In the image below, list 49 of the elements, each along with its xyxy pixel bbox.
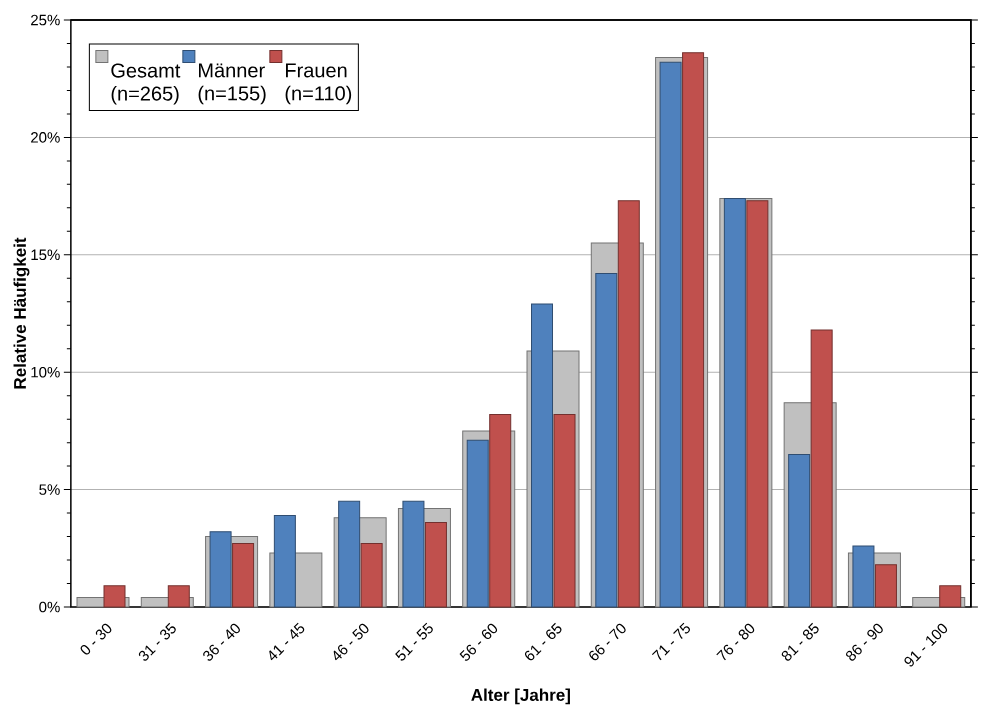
bar — [659, 61, 682, 608]
bar — [360, 543, 383, 608]
x-tick-label: 71 - 75 — [651, 622, 690, 661]
bar — [338, 500, 361, 608]
x-tick-label: 61 - 65 — [524, 622, 562, 661]
x-tick-label: 31 - 35 — [138, 622, 176, 661]
legend-label: Frauen (n=110) — [285, 63, 352, 105]
bar — [874, 564, 897, 608]
x-tick-label: 41 - 45 — [269, 622, 305, 661]
x-tick-label: 91 - 100 — [904, 623, 948, 667]
x-tick-label: 36 - 40 — [203, 623, 240, 661]
bar — [810, 329, 833, 608]
x-tick-label: 56 - 60 — [459, 623, 498, 661]
bar — [746, 200, 769, 608]
bar — [167, 585, 190, 608]
bar — [617, 200, 640, 608]
y-tick-label: 25% — [31, 14, 60, 26]
y-tick-label: 0% — [39, 601, 60, 613]
bar — [424, 521, 447, 608]
bar — [402, 500, 425, 608]
bar — [788, 453, 811, 608]
x-tick-label: 81 - 85 — [781, 622, 819, 661]
x-tick-label: 66 - 70 — [589, 623, 626, 661]
bar — [489, 413, 512, 608]
bar — [103, 585, 126, 608]
y-axis-title: Relative Häufigkeit — [13, 237, 30, 389]
bar — [939, 585, 962, 608]
bar — [852, 545, 875, 608]
bar — [232, 543, 255, 608]
y-tick-label: 5% — [39, 484, 60, 495]
legend-label: Männer (n=155) — [198, 63, 266, 105]
x-tick-label: 0 - 30 — [80, 623, 112, 655]
bar — [553, 413, 576, 608]
x-tick-label: 51 - 55 — [395, 622, 433, 661]
x-tick-label: 76 - 80 — [716, 623, 755, 661]
bar — [723, 197, 746, 608]
x-tick-label: 46 - 50 — [333, 623, 369, 661]
y-tick-label: 15% — [31, 249, 60, 261]
bar — [682, 52, 705, 608]
bar — [209, 531, 232, 608]
x-tick-label: 86 - 90 — [846, 623, 883, 661]
bar — [531, 303, 554, 608]
x-axis-title: Alter [Jahre] — [471, 688, 570, 705]
bar — [595, 273, 618, 608]
bar — [273, 514, 296, 608]
bar — [466, 439, 489, 608]
y-tick-label: 10% — [31, 366, 60, 378]
y-tick-label: 20% — [31, 132, 60, 143]
legend-label: Gesamt (n=265) — [111, 63, 181, 105]
